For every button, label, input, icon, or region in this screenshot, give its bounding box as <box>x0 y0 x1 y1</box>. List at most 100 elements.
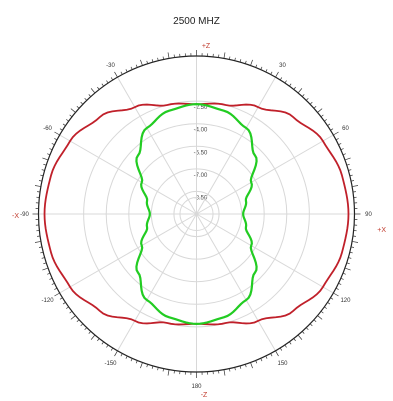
ring-tick <box>350 180 355 182</box>
ring-tick <box>244 364 247 368</box>
ring-tick <box>352 241 359 243</box>
ring-tick <box>140 59 143 66</box>
ring-tick <box>80 101 84 105</box>
ring-tick <box>135 64 138 68</box>
ring-tick <box>333 292 339 297</box>
angle-tick-label: 150 <box>277 361 288 367</box>
ring-tick <box>250 362 253 369</box>
ring-tick <box>114 71 118 78</box>
ring-tick <box>41 257 45 259</box>
ring-tick <box>54 138 58 141</box>
angle-tick-label: -150 <box>104 361 117 367</box>
angle-ticks: -150 -120 -90 -60 -30 30 60 90 120 150 180 <box>20 50 372 390</box>
ring-tick <box>157 57 159 61</box>
ring-tick <box>330 128 334 131</box>
ring-tick <box>330 297 334 300</box>
grid-spoke <box>117 213 197 352</box>
axis-label-bottom: -Z <box>201 392 208 399</box>
ring-tick <box>309 101 313 105</box>
angle-tick-label: 90 <box>365 212 372 218</box>
ring-tick <box>239 59 242 63</box>
ring-tick <box>260 358 263 362</box>
grid-spoke <box>196 213 276 352</box>
ring-tick <box>88 94 92 97</box>
ring-tick <box>289 341 292 345</box>
ring-tick <box>239 365 242 369</box>
angle-tick-label: -90 <box>20 212 29 218</box>
angle-tick-label: 120 <box>340 298 351 304</box>
ring-tick <box>106 80 109 84</box>
ring-tick <box>223 369 226 376</box>
ring-tick <box>333 131 339 136</box>
ring-tick <box>349 174 353 177</box>
ring-tick <box>80 323 84 327</box>
ring-tick <box>313 319 317 322</box>
ring-tick <box>342 272 346 275</box>
ring-tick <box>275 350 279 357</box>
ring-tick <box>110 347 114 351</box>
ring-tick <box>101 83 104 87</box>
ring-tick <box>84 327 87 331</box>
ring-tick <box>260 66 263 70</box>
ring-tick <box>293 338 296 342</box>
ring-tick <box>62 123 66 126</box>
ring-tick <box>54 131 60 136</box>
ring-tick <box>51 143 55 146</box>
ring-tick <box>135 360 138 364</box>
ring-tick <box>49 277 53 280</box>
ring-tick <box>114 350 118 357</box>
ring-tick <box>349 251 353 254</box>
ring-tick <box>130 66 133 70</box>
ring-tick <box>43 262 47 265</box>
ring-tick <box>97 338 100 342</box>
ring-tick <box>66 306 69 309</box>
ring-tick <box>320 310 324 314</box>
ring-tick <box>146 364 149 368</box>
ring-tick <box>289 83 292 87</box>
ring-tick <box>69 310 73 314</box>
angle-tick-label: 180 <box>191 384 202 390</box>
ring-tick <box>151 59 154 63</box>
ring-tick <box>120 71 123 75</box>
ring-tick <box>162 368 164 372</box>
angle-tick-label: -60 <box>43 126 52 132</box>
ring-tick <box>284 80 287 84</box>
ring-tick <box>344 157 351 161</box>
ring-tick <box>47 272 51 275</box>
grid-spoke <box>59 213 197 294</box>
ring-tick <box>234 367 236 371</box>
angle-tick-label: -120 <box>42 298 55 304</box>
ring-tick <box>324 306 327 309</box>
ring-tick <box>255 360 258 364</box>
ring-tick <box>162 56 164 60</box>
ring-tick <box>234 57 236 61</box>
ring-tick <box>90 88 96 94</box>
grid-spoke <box>196 213 334 294</box>
ring-tick <box>54 292 60 297</box>
grid-spoke <box>196 76 276 215</box>
ring-tick <box>340 277 344 280</box>
ring-tick <box>130 358 133 362</box>
ring-tick <box>62 302 66 305</box>
ring-tick <box>140 362 143 369</box>
ring-tick <box>34 185 41 187</box>
ring-tick <box>309 323 313 327</box>
ring-tick <box>38 180 43 182</box>
ring-tick <box>43 163 47 166</box>
ring-tick <box>125 69 128 73</box>
ring-tick <box>49 148 53 151</box>
ring-tick <box>84 97 87 101</box>
ring-tick <box>42 157 49 161</box>
ring-tick <box>338 143 342 146</box>
ring-tick <box>350 246 355 248</box>
ring-tick <box>293 86 296 90</box>
ring-tick <box>335 138 339 141</box>
ring-tick <box>346 163 350 166</box>
angle-tick-label: 30 <box>279 63 286 69</box>
ring-tick <box>69 114 73 118</box>
ring-tick <box>40 174 44 177</box>
ring-tick <box>284 344 287 348</box>
ring-tick <box>265 69 268 73</box>
ring-tick <box>306 327 309 331</box>
ring-tick <box>324 119 327 122</box>
